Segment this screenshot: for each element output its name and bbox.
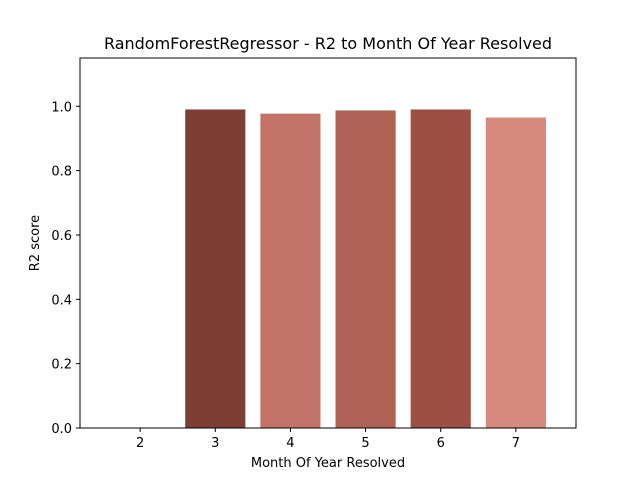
y-tick-label: 0.8 bbox=[51, 165, 72, 180]
y-tick-label: 0.6 bbox=[51, 229, 72, 244]
x-tick-label: 4 bbox=[286, 436, 294, 451]
x-tick-label: 7 bbox=[512, 436, 520, 451]
x-tick-label: 5 bbox=[361, 436, 369, 451]
bar-month-5 bbox=[335, 110, 396, 428]
x-axis-ticks: 2 3 4 5 6 7 bbox=[136, 428, 520, 451]
y-tick-label: 0.2 bbox=[51, 358, 72, 373]
x-axis-label: Month Of Year Resolved bbox=[251, 456, 405, 471]
y-axis-label: R2 score bbox=[28, 215, 43, 271]
bar-month-4 bbox=[260, 113, 321, 429]
chart-title: RandomForestRegressor - R2 to Month Of Y… bbox=[104, 34, 552, 53]
bar-month-7 bbox=[485, 117, 546, 429]
y-axis-ticks: 0.0 0.2 0.4 0.6 0.8 1.0 bbox=[51, 100, 80, 437]
y-tick-label: 1.0 bbox=[51, 100, 72, 115]
plot-frame bbox=[79, 57, 577, 429]
x-tick-label: 6 bbox=[437, 436, 445, 451]
x-tick-label: 2 bbox=[136, 436, 144, 451]
x-tick-label: 3 bbox=[211, 436, 219, 451]
bar-month-6 bbox=[410, 109, 471, 428]
bars-group bbox=[185, 109, 546, 429]
y-tick-label: 0.4 bbox=[51, 293, 72, 308]
y-tick-label: 0.0 bbox=[51, 422, 72, 437]
bar-month-3 bbox=[185, 109, 246, 428]
